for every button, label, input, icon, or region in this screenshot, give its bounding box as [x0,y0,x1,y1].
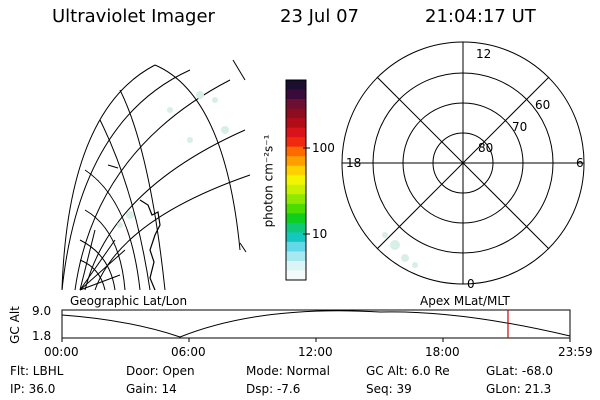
image-time: 21:04:17 UT [425,6,536,27]
filter-info: Flt: LBHL [10,364,64,378]
altitude-ylabel: GC Alt [7,306,22,344]
altitude-curve [61,310,571,338]
geographic-map [61,59,251,291]
colorbar-tick-10: 10 [312,227,328,241]
colorbar-segment [286,270,306,281]
xtick-0000: 00:00 [44,345,79,359]
seq-info: Seq: 39 [366,382,412,396]
altitude-plot [61,309,571,342]
colorbar-segment [286,108,306,119]
mlt-18-label: 18 [346,156,362,170]
altitude-ytick-bottom: 1.8 [32,329,52,343]
instrument-title: Ultraviolet Imager [52,6,215,27]
xtick-2359: 23:59 [558,345,593,359]
glon-info: GLon: 21.3 [486,382,552,396]
xtick-0600: 06:00 [171,345,206,359]
polar-plot [341,41,585,285]
colorbar-segment [286,213,306,224]
colorbar-segment [286,80,306,91]
colorbar-segment [286,232,306,243]
lat-60-label: 60 [535,98,551,112]
door-info: Door: Open [126,364,195,378]
colorbar-segment [286,137,306,148]
mlt-12-label: 12 [476,47,492,61]
colorbar-border [285,79,307,281]
colorbar-segment [286,241,306,252]
colorbar-segment [286,251,306,262]
colorbar-segment [286,156,306,167]
glat-info: GLat: -68.0 [486,364,553,378]
lat-70-label: 70 [512,120,528,134]
lat-80-label: 80 [478,141,494,155]
colorbar-segment [286,99,306,110]
xtick-1200: 12:00 [298,345,333,359]
colorbar-segment [286,184,306,195]
altitude-ytick-top: 9.0 [32,304,52,318]
xtick-1800: 18:00 [425,345,460,359]
dsp-info: Dsp: -7.6 [246,382,301,396]
gain-info: Gain: 14 [126,382,177,396]
mlt-0-label: 0 [467,277,475,291]
colorbar-segment [286,203,306,214]
mode-info: Mode: Normal [246,364,330,378]
colorbar-segment [286,146,306,157]
colorbar-segment [286,89,306,100]
mlt-6-label: 6 [576,156,584,170]
ip-info: IP: 36.0 [10,382,56,396]
geographic-label: Geographic Lat/Lon [70,294,188,308]
colorbar-ticks [303,147,310,235]
colorbar-segment [286,127,306,138]
image-date: 23 Jul 07 [280,6,359,27]
colorbar-segment [286,222,306,233]
colorbar-segment [286,194,306,205]
colorbar-segment [286,175,306,186]
gc-alt-info: GC Alt: 6.0 Re [366,364,450,378]
colorbar-segment [286,118,306,129]
colorbar-segment [286,165,306,176]
colorbar [285,79,307,281]
colorbar-segment [286,260,306,271]
colorbar-units: photon cm⁻²s⁻¹ [261,134,276,228]
apex-label: Apex MLat/MLT [420,294,510,308]
colorbar-tick-100: 100 [312,141,335,155]
